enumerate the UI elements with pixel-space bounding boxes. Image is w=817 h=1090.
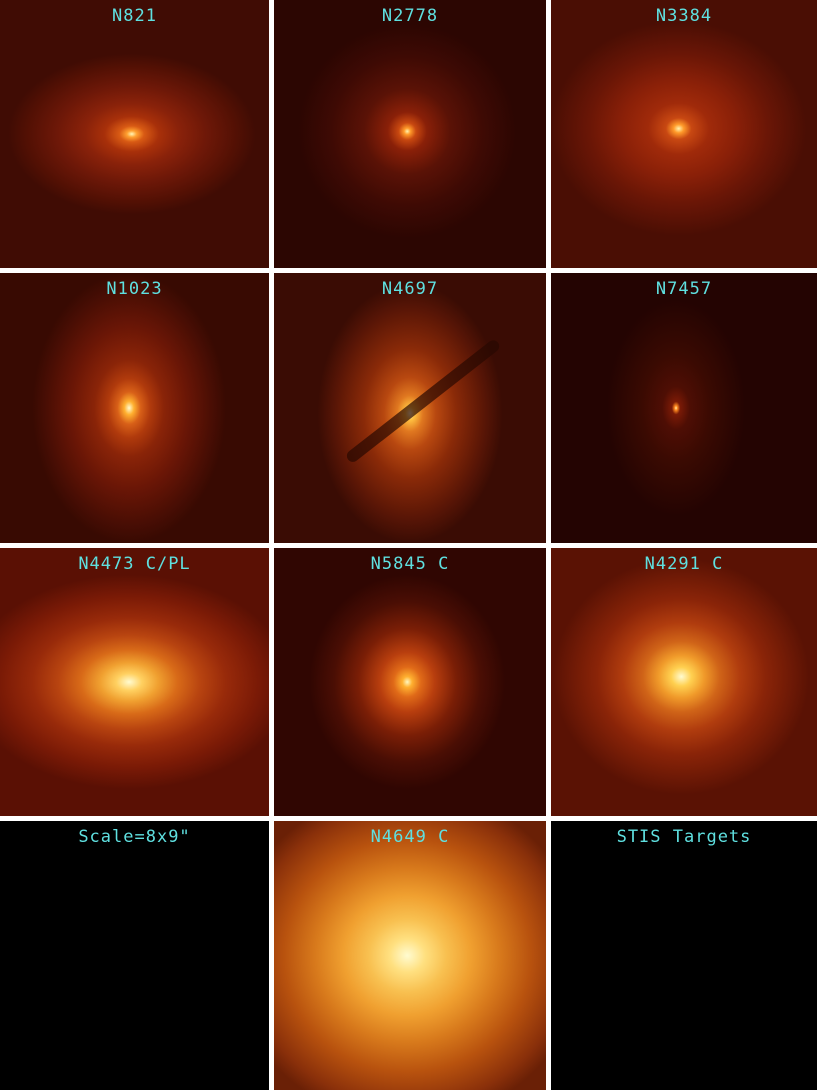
galaxy-panel: N4291 C <box>551 548 817 816</box>
galaxy-panel: N821 <box>0 0 269 268</box>
panel-label: N1023 <box>106 279 163 299</box>
title-panel: STIS Targets <box>551 821 817 1090</box>
panel-label: STIS Targets <box>616 827 752 847</box>
galaxy-panel: N3384 <box>551 0 817 268</box>
galaxy-panel: N7457 <box>551 273 817 543</box>
panel-label: N821 <box>112 6 157 26</box>
panel-label: N7457 <box>655 279 713 299</box>
scale-panel: Scale=8x9" <box>0 821 269 1090</box>
galaxy-panel: N4473 C/PL <box>0 548 269 816</box>
galaxy-panel: N1023 <box>0 273 269 543</box>
dust-lane <box>344 337 503 464</box>
panel-label: Scale=8x9" <box>78 827 191 847</box>
panel-label: N4697 <box>381 279 439 299</box>
panel-label: N5845 C <box>370 554 450 574</box>
galaxy-panel: N4697 <box>274 273 546 543</box>
galaxy-panel: N2778 <box>274 0 546 268</box>
galaxy-panel: N5845 C <box>274 548 546 816</box>
panel-label: N4649 C <box>370 827 450 847</box>
panel-label: N4291 C <box>644 554 724 574</box>
panel-label: N3384 <box>655 6 713 26</box>
panel-label: N4473 C/PL <box>78 554 191 574</box>
panel-label: N2778 <box>381 6 439 26</box>
galaxy-panel: N4649 C <box>274 821 546 1090</box>
